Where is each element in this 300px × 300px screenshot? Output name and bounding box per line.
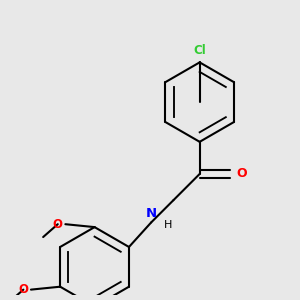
Text: O: O xyxy=(236,167,247,180)
Text: O: O xyxy=(18,283,28,296)
Text: H: H xyxy=(164,220,172,230)
Text: O: O xyxy=(52,218,62,231)
Text: Cl: Cl xyxy=(193,44,206,56)
Text: N: N xyxy=(146,207,157,220)
